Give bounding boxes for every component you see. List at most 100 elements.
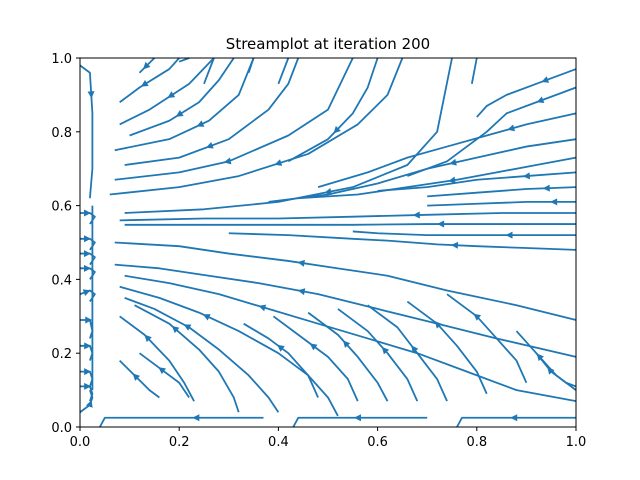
streamline-arrow <box>541 76 550 83</box>
streamline-arrow <box>542 184 550 192</box>
streamline-arrow <box>132 373 141 381</box>
streamline-arrow <box>223 157 232 165</box>
streamline-arrow <box>87 91 95 99</box>
streamline-arrow <box>434 321 443 329</box>
streamline <box>119 212 576 222</box>
streamline <box>298 156 577 200</box>
streamline-arrow <box>381 346 390 355</box>
streamline <box>203 57 215 85</box>
streamline-arrow <box>333 125 341 134</box>
streamline <box>119 359 160 399</box>
streamline <box>268 138 577 203</box>
streamline <box>243 322 319 398</box>
streamline <box>134 304 240 413</box>
streamline <box>377 171 577 192</box>
streamline-arrow <box>547 366 555 375</box>
streamline <box>124 223 576 226</box>
streamline-arrow <box>84 342 92 350</box>
streamlines-group <box>79 57 577 428</box>
streamline-arrow <box>84 382 92 390</box>
streamline-arrow <box>505 231 513 239</box>
streamline <box>119 57 180 104</box>
streamline <box>277 57 290 85</box>
y-axis: 0.0 0.2 0.4 0.6 0.8 1.0 <box>51 52 80 436</box>
y-tick-label: 0.6 <box>51 200 72 215</box>
streamline-arrow <box>297 259 305 267</box>
streamline-arrow <box>449 158 457 166</box>
streamline-arrow <box>309 343 318 351</box>
streamline <box>247 57 255 74</box>
streamline-arrow <box>158 367 166 375</box>
streamline <box>124 297 280 413</box>
streamline <box>407 86 577 177</box>
streamline-arrow <box>274 159 283 166</box>
streamline <box>535 352 577 388</box>
streamline-arrow <box>144 334 152 343</box>
streamline <box>476 68 577 118</box>
streamline-arrow <box>82 289 91 296</box>
streamline-arrow <box>277 344 285 352</box>
streamline-arrow <box>550 198 558 206</box>
streamline-arrow <box>83 235 91 243</box>
streamline-arrow <box>85 316 93 324</box>
streamline-arrow <box>473 313 482 321</box>
streamline-arrow <box>192 414 200 422</box>
streamline <box>337 308 419 402</box>
axes-frame <box>79 57 577 428</box>
streamline-arrow <box>202 314 211 321</box>
streamline-arrow <box>353 414 361 422</box>
streamline <box>307 311 389 402</box>
x-axis: 0.0 0.2 0.4 0.6 0.8 1.0 <box>70 427 587 450</box>
streamline-arrow <box>412 211 420 219</box>
streamline-arrow <box>183 324 192 331</box>
streamline-arrow <box>324 188 332 195</box>
streamline-arrow <box>83 264 91 272</box>
streamline <box>129 57 235 137</box>
x-tick-label: 0.2 <box>169 435 190 450</box>
streamline-arrow <box>85 400 93 408</box>
streamline <box>114 241 577 321</box>
streamline-arrow <box>510 414 518 422</box>
streamline <box>119 315 195 402</box>
streamline <box>79 64 94 199</box>
streamline-arrow <box>522 172 531 180</box>
streamline-arrow <box>84 368 92 376</box>
streamline <box>287 57 379 163</box>
streamline-arrow <box>411 345 419 354</box>
streamline <box>272 315 359 402</box>
streamline <box>138 352 190 398</box>
streamline <box>124 57 453 214</box>
streamline <box>109 57 404 196</box>
streamline-arrow <box>450 241 459 249</box>
streamline <box>99 416 264 428</box>
streamline-arrow <box>196 120 205 127</box>
streamline <box>119 285 339 417</box>
y-tick-label: 1.0 <box>51 52 72 67</box>
streamline <box>470 57 478 84</box>
streamline <box>178 57 190 63</box>
y-tick-label: 0.8 <box>51 126 72 141</box>
streamline <box>114 263 577 358</box>
streamline <box>456 416 576 428</box>
streamline <box>80 319 94 339</box>
streamline <box>292 416 428 428</box>
streamline-arrow <box>437 220 445 228</box>
y-tick-label: 0.2 <box>51 347 72 362</box>
streamline-arrow <box>258 304 267 312</box>
streamline-arrow <box>142 61 151 70</box>
streamline <box>446 293 528 384</box>
streamline <box>406 300 488 395</box>
streamline <box>427 186 577 198</box>
x-tick-label: 1.0 <box>566 435 587 450</box>
streamline-arrow <box>507 124 516 132</box>
y-tick-label: 0.0 <box>51 421 72 436</box>
x-tick-label: 0.4 <box>268 435 289 450</box>
y-tick-label: 0.4 <box>51 273 72 288</box>
streamline-arrow <box>205 141 214 149</box>
x-tick-label: 0.0 <box>70 435 91 450</box>
streamline <box>367 304 448 402</box>
streamline-arrow <box>342 340 351 348</box>
streamline-arrow <box>175 110 184 117</box>
streamline <box>114 57 255 152</box>
streamline <box>317 112 577 189</box>
